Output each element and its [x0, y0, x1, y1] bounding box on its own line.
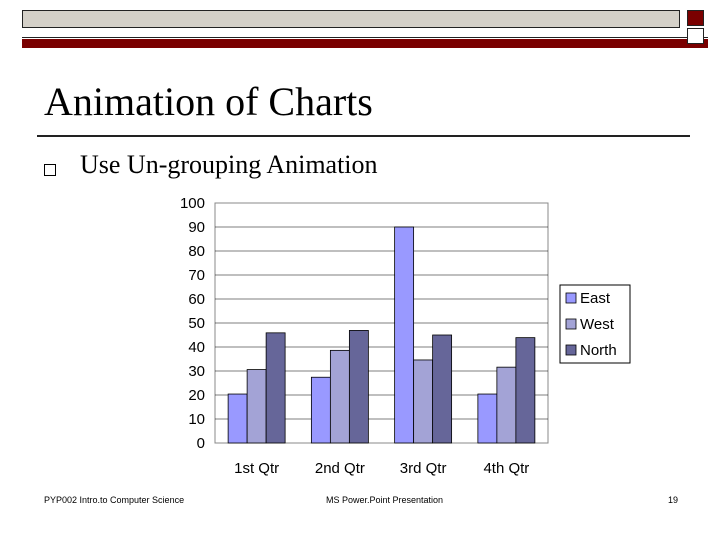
footer-course: PYP002 Intro.to Computer Science: [44, 495, 185, 505]
bar-north: [348, 330, 369, 444]
legend-label-north: North: [580, 342, 617, 359]
bar-chart: 0 10 20 30 40 50 60 70 80 90 100 1st Qtr 2nd Qtr 3rd …: [180, 195, 631, 477]
banner-corner-box-dark: [687, 10, 704, 26]
footer-page-number: 19: [668, 495, 679, 505]
y-tick-label: 60: [188, 291, 205, 308]
banner-thin-rule: [22, 37, 708, 38]
bar-west: [496, 366, 517, 444]
y-tick-label: 40: [188, 339, 205, 356]
banner-corner-box-light: [687, 28, 704, 44]
bar-east: [310, 376, 331, 444]
legend-swatch-east: [565, 292, 577, 304]
y-tick-label: 10: [188, 411, 205, 428]
slide-top-banner: [22, 10, 708, 48]
y-tick-label: 0: [197, 435, 205, 452]
y-tick-label: 50: [188, 315, 205, 332]
y-tick-label: 90: [188, 219, 205, 236]
bar-west: [413, 359, 434, 444]
y-tick-label: 70: [188, 267, 205, 284]
x-tick-label: 1st Qtr: [234, 460, 279, 477]
slide-title: Animation of Charts: [44, 79, 373, 124]
x-tick-label: 4th Qtr: [483, 460, 529, 477]
legend-swatch-west: [565, 318, 577, 330]
x-tick-label: 2nd Qtr: [315, 460, 365, 477]
bar-north: [515, 337, 536, 444]
legend-label-east: East: [580, 290, 611, 307]
bar-east: [227, 393, 248, 444]
bar-north: [265, 332, 286, 444]
x-tick-label: 3rd Qtr: [400, 460, 447, 477]
legend-swatch-north: [565, 344, 577, 356]
bullet-text: Use Un-grouping Animation: [80, 150, 378, 179]
banner-accent-stripe: [22, 39, 708, 48]
bar-west: [329, 349, 350, 444]
y-tick-label: 80: [188, 243, 205, 260]
bullet-square-icon: [44, 164, 56, 176]
bar-east: [477, 393, 498, 444]
bar-north: [432, 334, 453, 444]
bar-west: [246, 369, 267, 444]
y-tick-label: 20: [188, 387, 205, 404]
bar-east: [394, 226, 415, 444]
legend-label-west: West: [580, 316, 615, 333]
banner-fill: [22, 10, 680, 28]
footer-presentation: MS Power.Point Presentation: [326, 495, 444, 505]
title-underline: [37, 135, 690, 137]
y-tick-label: 30: [188, 363, 205, 380]
y-tick-label: 100: [180, 195, 205, 212]
